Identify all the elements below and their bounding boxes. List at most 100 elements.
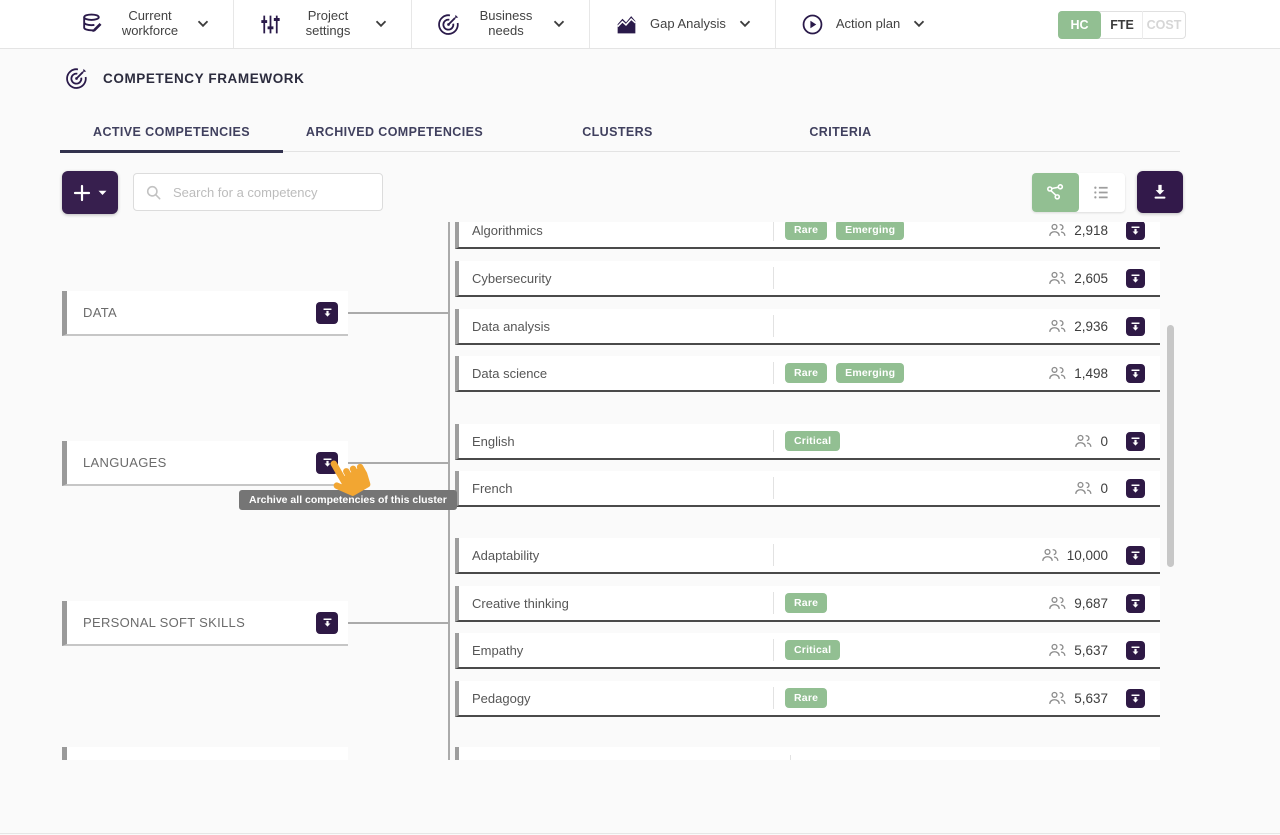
row-divider bbox=[773, 222, 774, 241]
hand-cursor bbox=[322, 449, 374, 503]
archive-competency-button[interactable] bbox=[1126, 478, 1145, 498]
tag-badges: Critical bbox=[774, 431, 1073, 451]
competency-row-creative-thinking[interactable]: Creative thinking Rare 9,687 bbox=[455, 586, 1160, 622]
add-competency-button[interactable] bbox=[62, 171, 118, 214]
archive-competency-button[interactable] bbox=[1126, 545, 1145, 565]
tag-badges: Rare bbox=[774, 688, 1047, 708]
top-nav: Current workforce Project settings Busines… bbox=[0, 0, 1280, 49]
archive-competency-button[interactable] bbox=[1126, 363, 1145, 383]
archive-competency-button[interactable] bbox=[1126, 316, 1145, 336]
tag-badge-rare: Rare bbox=[785, 593, 828, 613]
people-icon bbox=[1040, 547, 1060, 563]
cluster-card-data[interactable]: DATA bbox=[62, 291, 348, 336]
nav-item-gap-analysis[interactable]: Gap Analysis bbox=[589, 0, 775, 48]
competency-row-pedagogy[interactable]: Pedagogy Rare 5,637 bbox=[455, 681, 1160, 717]
metric-button-hc[interactable]: HC bbox=[1058, 11, 1101, 39]
competency-row-french[interactable]: French 0 bbox=[455, 471, 1160, 507]
headcount-value: 0 bbox=[1100, 480, 1108, 496]
nav-item-business-needs[interactable]: Business needs bbox=[411, 0, 589, 48]
competency-name: Algorithmics bbox=[472, 222, 543, 238]
nav-item-current-workforce[interactable]: Current workforce bbox=[56, 0, 233, 48]
cluster-card-personal-soft-skills[interactable]: PERSONAL SOFT SKILLS bbox=[62, 601, 348, 646]
list-view-button[interactable] bbox=[1079, 173, 1126, 212]
tree-connector-line bbox=[348, 462, 448, 464]
page-title: COMPETENCY FRAMEWORK bbox=[103, 70, 305, 86]
archive-competency-button[interactable] bbox=[1126, 222, 1145, 240]
nav-item-label: Current workforce bbox=[121, 8, 179, 38]
row-divider bbox=[773, 267, 774, 289]
tag-badges: Rare Emerging bbox=[774, 363, 1047, 383]
view-toggle bbox=[1032, 173, 1125, 212]
tree-view-icon bbox=[1046, 184, 1063, 200]
people-icon bbox=[1073, 433, 1093, 449]
headcount: 5,637 bbox=[1047, 642, 1108, 658]
search-icon bbox=[146, 185, 161, 199]
row-divider bbox=[773, 430, 774, 452]
metric-button-fte[interactable]: FTE bbox=[1100, 11, 1143, 39]
chevron-down-icon bbox=[739, 20, 751, 28]
archive-competency-button[interactable] bbox=[1126, 640, 1145, 660]
row-divider bbox=[773, 687, 774, 709]
competency-row-data-analysis[interactable]: Data analysis 2,936 bbox=[455, 309, 1160, 345]
tab-active-competencies[interactable]: ACTIVE COMPETENCIES bbox=[60, 112, 283, 153]
competency-row-data-science[interactable]: Data science Rare Emerging 1,498 bbox=[455, 356, 1160, 392]
list-view-icon bbox=[1094, 186, 1108, 199]
competency-name: French bbox=[472, 480, 513, 496]
headcount-value: 10,000 bbox=[1066, 547, 1108, 563]
archive-cluster-button[interactable] bbox=[316, 611, 338, 634]
search-input[interactable] bbox=[173, 184, 372, 200]
people-icon bbox=[1047, 690, 1067, 706]
archive-competency-button[interactable] bbox=[1126, 268, 1145, 288]
competency-row-cybersecurity[interactable]: Cybersecurity 2,605 bbox=[455, 261, 1160, 297]
tab-archived-competencies[interactable]: ARCHIVED COMPETENCIES bbox=[305, 124, 484, 139]
current-workforce-icon bbox=[80, 12, 105, 37]
tab-criteria[interactable]: CRITERIA bbox=[809, 124, 872, 139]
tag-badge-rare: Rare bbox=[785, 688, 828, 708]
nav-item-label: Action plan bbox=[835, 15, 901, 31]
headcount-value: 2,918 bbox=[1074, 222, 1108, 238]
tag-badge-emerging: Emerging bbox=[836, 222, 905, 240]
competency-row-empathy[interactable]: Empathy Critical 5,637 bbox=[455, 633, 1160, 669]
download-button[interactable] bbox=[1137, 171, 1183, 213]
row-divider bbox=[773, 639, 774, 661]
headcount: 10,000 bbox=[1040, 547, 1108, 563]
tree-view-button[interactable] bbox=[1032, 173, 1079, 212]
archive-competency-button[interactable] bbox=[1126, 688, 1145, 708]
download-icon bbox=[1154, 184, 1166, 199]
archive-cluster-button[interactable] bbox=[316, 301, 338, 324]
competency-row-english[interactable]: English Critical 0 bbox=[455, 424, 1160, 460]
headcount-value: 0 bbox=[1100, 433, 1108, 449]
competency-row-adaptability[interactable]: Adaptability 10,000 bbox=[455, 538, 1160, 574]
nav-item-project-settings[interactable]: Project settings bbox=[233, 0, 411, 48]
tab-clusters[interactable]: CLUSTERS bbox=[582, 124, 653, 139]
nav-item-action-plan[interactable]: Action plan bbox=[774, 0, 949, 48]
headcount-value: 2,936 bbox=[1074, 318, 1108, 334]
cluster-card-languages[interactable]: LANGUAGES bbox=[62, 441, 348, 486]
headcount: 0 bbox=[1073, 480, 1108, 496]
people-icon bbox=[1047, 595, 1067, 611]
people-icon bbox=[1047, 222, 1067, 238]
competency-name: English bbox=[472, 433, 515, 449]
archive-cluster-button[interactable] bbox=[316, 451, 338, 474]
competency-name: Creative thinking bbox=[472, 595, 569, 611]
archive-competency-button[interactable] bbox=[1126, 593, 1145, 613]
headcount: 9,687 bbox=[1047, 595, 1108, 611]
competency-row-algorithmics[interactable]: Algorithmics Rare Emerging 2,918 bbox=[455, 222, 1160, 249]
search-box bbox=[133, 173, 383, 211]
headcount: 2,918 bbox=[1047, 222, 1108, 238]
page-bottom-divider bbox=[0, 833, 1280, 834]
tree-connector-line bbox=[348, 622, 448, 624]
tag-badges: Critical bbox=[774, 640, 1047, 660]
archive-competency-button[interactable] bbox=[1126, 431, 1145, 451]
scrollbar-thumb[interactable] bbox=[1167, 325, 1174, 567]
competency-name: Adaptability bbox=[472, 547, 540, 563]
chevron-down-icon bbox=[197, 20, 209, 28]
headcount-value: 1,498 bbox=[1074, 365, 1108, 381]
people-icon bbox=[1047, 365, 1067, 381]
tree-connector-line bbox=[348, 312, 448, 314]
headcount: 2,936 bbox=[1047, 318, 1108, 334]
people-icon bbox=[1047, 642, 1067, 658]
tag-badge-critical: Critical bbox=[785, 431, 841, 451]
nav-item-label: Gap Analysis bbox=[650, 15, 726, 31]
cluster-name: LANGUAGES bbox=[83, 455, 167, 470]
